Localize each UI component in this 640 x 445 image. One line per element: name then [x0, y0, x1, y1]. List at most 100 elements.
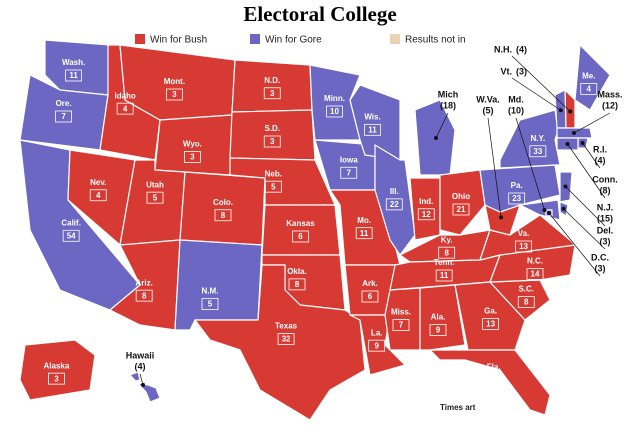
state-votes: 3	[172, 90, 177, 99]
leader-line	[487, 117, 502, 218]
state-name: Texas	[275, 322, 298, 331]
state-shape	[454, 281, 526, 351]
leader-dot	[542, 208, 547, 212]
state-votes: 8	[295, 280, 300, 289]
leader-line	[565, 186, 606, 227]
state-name: Kansas	[286, 219, 315, 228]
state-votes: 33	[533, 147, 542, 156]
callout-name: Hawaii	[126, 350, 155, 360]
state-votes: 3	[190, 153, 195, 162]
state-votes: 32	[282, 335, 291, 344]
vote-box	[385, 198, 403, 211]
state-votes: 23	[512, 194, 521, 203]
leader-dot	[558, 108, 563, 113]
state-votes: 10	[330, 107, 339, 116]
state-name: Okla.	[287, 267, 307, 276]
vote-box	[116, 102, 134, 115]
vote-box	[417, 208, 435, 221]
callout-name: Mich	[438, 89, 459, 99]
map-title: Electoral College	[243, 2, 396, 26]
state-name: Idaho	[114, 91, 135, 100]
legend-label: Win for Gore	[265, 35, 322, 46]
legend-label: Win for Bush	[150, 35, 207, 46]
state-name: S.C.	[518, 285, 534, 294]
state-name: Ariz.	[135, 278, 152, 287]
callout-name: N.H.	[494, 44, 512, 54]
leader-line	[563, 208, 606, 250]
state-name: Wis.	[364, 112, 380, 121]
vote-box	[368, 339, 386, 352]
state-votes: 4	[96, 191, 101, 200]
state-name: Ga.	[484, 307, 497, 316]
state-votes: 6	[298, 232, 303, 241]
state-shape	[179, 171, 266, 246]
state-name: Miss.	[391, 308, 411, 317]
state-votes: 5	[153, 193, 158, 202]
state-name: Pa.	[511, 181, 523, 190]
vote-box	[264, 180, 282, 193]
state-name: Utah	[146, 180, 164, 189]
state-shape	[19, 339, 96, 401]
state-shape	[231, 59, 313, 113]
state-votes: 8	[444, 248, 449, 257]
vote-box	[277, 333, 295, 345]
vote-box	[517, 296, 535, 308]
callout-name: Md.	[508, 94, 524, 104]
state-votes: 13	[486, 320, 495, 329]
state-votes: 11	[360, 229, 369, 238]
state-name: Minn.	[324, 94, 345, 103]
state-name: Iowa	[340, 155, 358, 164]
vote-box	[288, 278, 306, 291]
vote-box	[361, 290, 379, 303]
state-votes: 54	[67, 231, 76, 240]
leader-dot	[499, 215, 503, 220]
vote-box	[482, 317, 500, 330]
callout-votes: (15)	[597, 213, 613, 223]
vote-box	[48, 372, 65, 385]
state-votes: 4	[587, 85, 592, 94]
vote-box	[201, 298, 219, 310]
callout-votes: (4)	[516, 44, 527, 54]
leader-dot	[563, 184, 568, 189]
leader-dot	[561, 206, 566, 211]
vote-box	[135, 289, 153, 302]
callout-name: N.J.	[597, 202, 614, 212]
state-name: Ala.	[431, 313, 446, 322]
leader-dot	[572, 131, 576, 135]
state-votes: 3	[54, 374, 59, 383]
state-votes: 5	[208, 300, 213, 309]
legend-swatch	[390, 34, 400, 44]
callout-votes: (12)	[602, 100, 618, 110]
state-votes: 9	[374, 341, 379, 350]
state-shape	[374, 144, 416, 256]
legend-swatch	[135, 34, 145, 44]
state-votes: 5	[271, 182, 276, 191]
callout-votes: (8)	[600, 185, 611, 195]
state-name: Calif.	[61, 218, 81, 227]
vote-box	[529, 145, 547, 158]
state-votes: 7	[61, 112, 66, 121]
state-shape	[384, 287, 421, 351]
vote-box	[580, 83, 598, 95]
callout-votes: (10)	[508, 105, 524, 115]
leader-dot	[547, 211, 551, 215]
vote-box	[214, 209, 232, 222]
callout-votes: (3)	[600, 236, 611, 246]
state-name: S.D.	[264, 124, 280, 133]
leader-line	[548, 212, 601, 277]
leader-line	[511, 55, 571, 112]
legend: Win for Bush Win for Gore Results not in	[135, 34, 466, 46]
callout-name: D.C.	[591, 252, 609, 262]
leader-dot	[434, 136, 438, 140]
state-votes: 3	[270, 137, 275, 146]
leader-line	[582, 142, 601, 169]
state-votes: 14	[531, 270, 540, 279]
leader-line	[435, 112, 449, 139]
vote-box	[355, 227, 373, 240]
state-shape	[574, 44, 611, 111]
credit: Times art	[440, 403, 476, 412]
callout-name: Mass.	[597, 89, 622, 99]
state-shape	[439, 169, 486, 236]
leader-dot	[568, 109, 573, 114]
